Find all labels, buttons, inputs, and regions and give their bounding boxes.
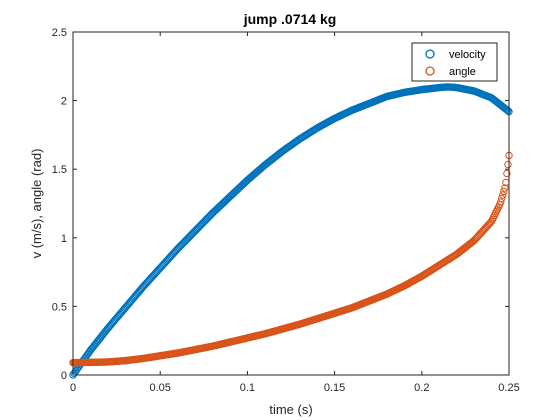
y-tick-label: 0 (61, 370, 67, 382)
x-axis-ticks: 0 0.05 0.1 0.15 0.2 0.25 (70, 32, 520, 394)
x-tick-label: 0.15 (324, 382, 345, 394)
legend-label-velocity: velocity (449, 49, 486, 61)
legend-label-angle: angle (449, 66, 476, 78)
angle-point (504, 160, 512, 169)
series-angle (69, 151, 513, 367)
chart-title: jump .0714 kg (243, 11, 337, 27)
legend-box (411, 42, 498, 82)
angle-point (499, 191, 507, 199)
y-tick-label: 1 (61, 233, 67, 245)
velocity-point (504, 107, 512, 115)
y-axis-ticks: 0 0.5 1 1.5 2 2.5 (52, 27, 509, 382)
series-layer (69, 83, 513, 379)
x-tick-label: 0.2 (414, 382, 429, 394)
legend: velocity angle (411, 42, 498, 82)
velocity-point (503, 106, 511, 114)
plot-frame (72, 31, 510, 376)
y-axis-label: v (m/s), angle (rad) (29, 149, 44, 259)
angle-point (503, 169, 511, 178)
x-tick-label: 0.1 (240, 382, 255, 394)
y-tick-label: 0.5 (52, 301, 67, 313)
x-tick-label: 0 (70, 382, 76, 394)
angle-point (500, 187, 508, 196)
angle-point (501, 184, 509, 192)
angle-point (497, 198, 505, 206)
y-tick-label: 2.5 (52, 27, 67, 39)
x-axis-label: time (s) (269, 402, 312, 417)
x-tick-label: 0.25 (498, 382, 519, 394)
legend-marker-angle (425, 66, 435, 76)
y-tick-label: 1.5 (52, 164, 67, 176)
series-velocity (69, 83, 513, 379)
x-tick-label: 0.05 (149, 382, 170, 394)
angle-point (498, 194, 506, 203)
y-tick-label: 2 (61, 96, 67, 108)
legend-marker-velocity (425, 49, 435, 59)
